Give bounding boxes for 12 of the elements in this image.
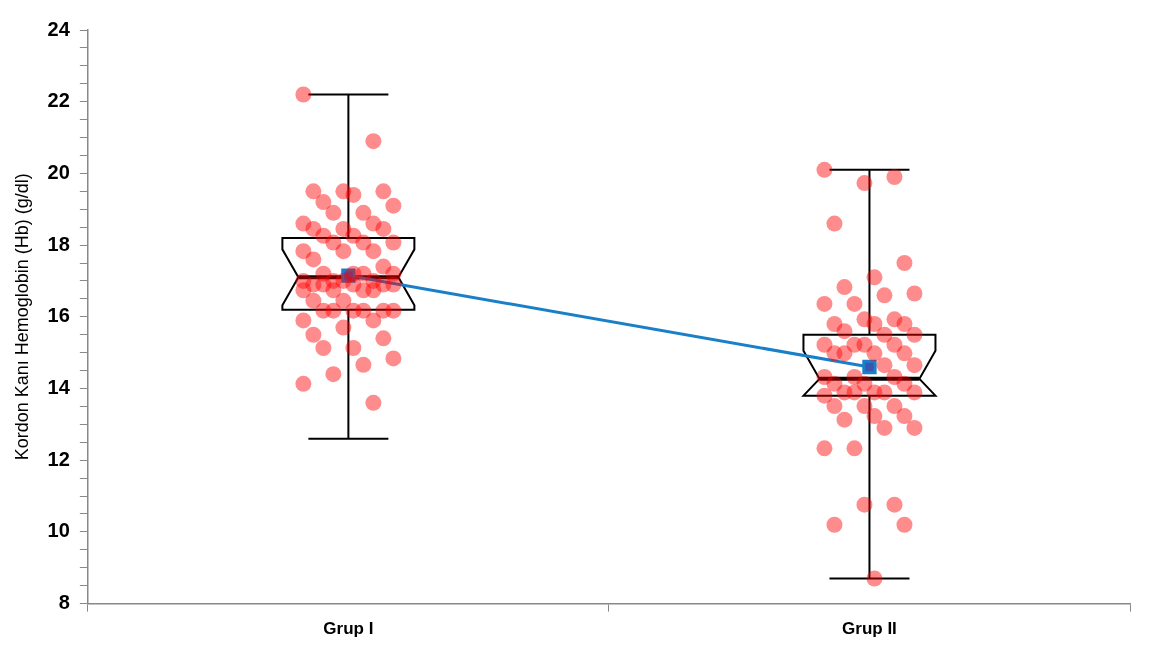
y-tick-label: 24 [47, 17, 71, 40]
y-tick-label: 8 [58, 591, 70, 614]
y-tick-label: 10 [47, 519, 70, 542]
y-tick-label: 14 [47, 376, 71, 399]
y-tick-label: 12 [47, 447, 70, 470]
y-tick-label: 18 [47, 232, 70, 255]
y-axis-title: Kordon Kanı Hemoglobin (Hb) (g/dl) [11, 173, 32, 461]
y-tick-label: 16 [47, 304, 70, 327]
x-tick-label: Grup I [323, 619, 374, 639]
y-tick-label: 22 [47, 89, 70, 112]
y-tick-label: 20 [47, 160, 70, 183]
x-tick-label: Grup II [842, 619, 897, 639]
